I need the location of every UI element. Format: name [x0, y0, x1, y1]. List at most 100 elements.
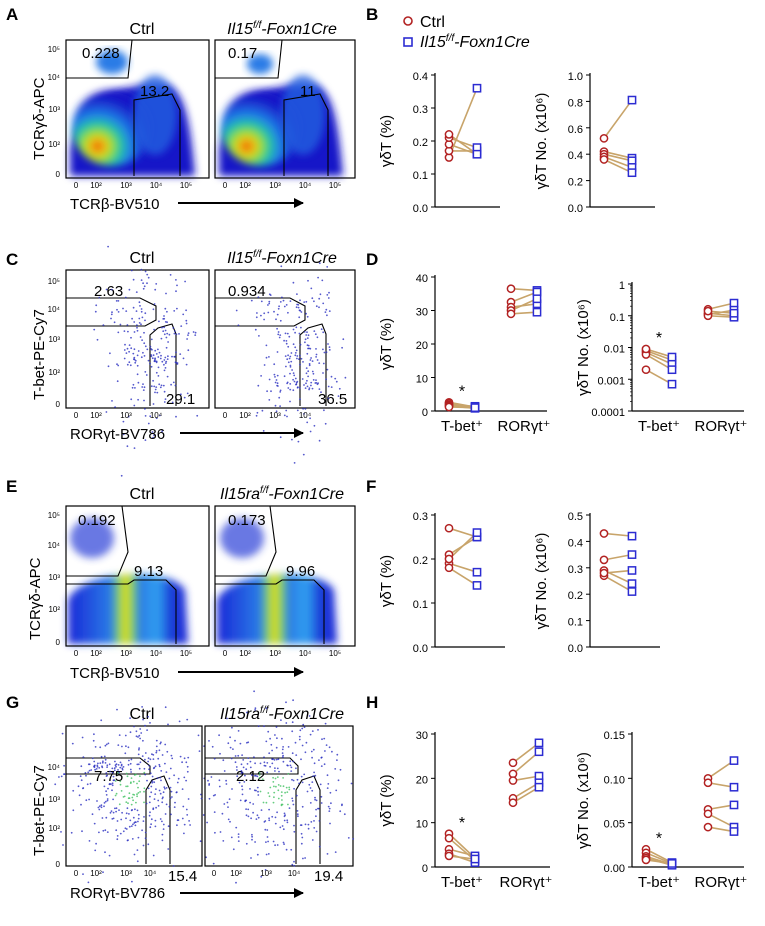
- flow-event-dot: [274, 376, 276, 378]
- flow-event-dot: [171, 796, 173, 798]
- flow-event-dot: [137, 350, 140, 352]
- flow-event-dot: [186, 814, 189, 816]
- flow-event-dot: [171, 401, 174, 404]
- flow-event-dot: [125, 817, 127, 820]
- flow-event-dot: [132, 352, 135, 355]
- flow-event-dot: [290, 352, 293, 354]
- chart-f2-ytick-label: 0.4: [568, 537, 583, 549]
- flow-event-dot: [174, 355, 176, 358]
- flow-event-dot: [140, 268, 143, 271]
- flow-event-dot: [269, 737, 271, 740]
- flow-event-dot: [161, 430, 164, 433]
- flow-c-ytick-3: 10³: [48, 335, 60, 344]
- flow-event-dot: [125, 785, 127, 788]
- flow-c-ctrl-plot: 2.63 29.1: [65, 245, 210, 477]
- flow-event-dot: [245, 711, 248, 714]
- flow-event-dot: [301, 378, 304, 380]
- flow-event-dot: [125, 352, 128, 354]
- flow-event-dot: [234, 739, 236, 742]
- flow-event-dot: [270, 743, 273, 746]
- flow-event-dot: [115, 765, 117, 768]
- flow-event-dot: [280, 719, 282, 721]
- flow-event-dot: [331, 750, 333, 753]
- flow-event-dot: [287, 361, 290, 364]
- flow-event-dot: [275, 758, 278, 761]
- flow-event-dot: [104, 851, 106, 854]
- chart-b2-pair-line: [603, 150, 633, 159]
- flow-event-dot: [128, 288, 131, 291]
- flow-event-dot: [343, 813, 346, 816]
- chart-b2-ctrl-point: [599, 155, 609, 164]
- flow-event-dot: [93, 733, 95, 736]
- flow-event-dot: [279, 391, 282, 393]
- flow-event-dot: [143, 767, 146, 770]
- flow-e-ko-density: [217, 573, 337, 644]
- chart-b2-ylabel: γδT No. (x10⁶): [533, 93, 550, 190]
- flow-event-dot: [213, 811, 216, 813]
- flow-event-dot: [250, 857, 252, 859]
- flow-event-dot: [133, 447, 136, 449]
- flow-event-dot: [313, 424, 316, 427]
- flow-event-dot: [267, 304, 269, 306]
- flow-a-ko-frame: [214, 39, 356, 179]
- flow-event-dot: [311, 756, 313, 759]
- flow-event-dot: [134, 361, 137, 364]
- flow-event-dot: [61, 732, 64, 735]
- chart-h1-ytick-label: 30: [416, 730, 428, 742]
- flow-event-dot: [187, 756, 190, 759]
- flow-event-dot: [253, 756, 255, 759]
- flow-event-dot: [253, 690, 256, 693]
- flow-event-dot: [308, 387, 311, 389]
- flow-event-dot: [102, 324, 105, 326]
- flow-event-dot: [122, 307, 124, 310]
- flow-event-dot: [151, 348, 153, 351]
- flow-event-dot: [158, 749, 161, 752]
- legend-ctrl-marker: [403, 16, 413, 26]
- flow-event-dot: [144, 270, 147, 273]
- chart-h1-ctrl-point: [508, 798, 518, 808]
- flow-event-dot: [296, 380, 299, 383]
- chart-h1-ctrl-point: [444, 851, 454, 861]
- flow-e-ytick-0: 0: [56, 638, 61, 647]
- flow-event-dot: [307, 279, 309, 282]
- flow-event-dot: [150, 818, 153, 821]
- flow-event-dot: [302, 361, 304, 363]
- flow-event-dot: [166, 750, 169, 753]
- flow-event-dot: [328, 807, 331, 810]
- flow-event-dot: [295, 754, 298, 756]
- flow-event-dot: [328, 349, 331, 351]
- flow-event-dot: [130, 777, 133, 779]
- flow-event-dot: [282, 754, 284, 757]
- chart-h2-ko-point: [729, 782, 739, 792]
- flow-event-dot: [82, 756, 85, 758]
- flow-event-dot: [149, 362, 151, 365]
- chart-d2-ctrl-point: [641, 365, 651, 375]
- flow-event-dot: [168, 333, 171, 336]
- flow-event-dot: [175, 351, 177, 354]
- flow-event-dot: [133, 348, 136, 351]
- flow-event-dot: [128, 350, 131, 353]
- flow-event-dot: [211, 745, 214, 748]
- chart-h1-ytick-label: 20: [416, 774, 428, 786]
- flow-event-dot: [181, 761, 184, 764]
- flow-event-dot: [307, 347, 309, 350]
- flow-event-dot: [162, 828, 165, 830]
- flow-c-ytick-4: 10⁴: [48, 305, 61, 314]
- flow-event-dot: [62, 844, 64, 846]
- flow-e-yaxis-label: TCRγδ-APC: [27, 557, 44, 640]
- flow-event-dot: [152, 379, 155, 382]
- flow-event-dot: [112, 779, 115, 782]
- flow-event-dot: [223, 803, 226, 805]
- flow-event-dot: [341, 803, 343, 806]
- chart-f1-ctrl-point: [444, 563, 454, 573]
- flow-event-dot: [151, 357, 154, 360]
- flow-event-dot: [252, 811, 255, 814]
- flow-event-dot: [176, 819, 179, 822]
- flow-event-dot: [182, 805, 185, 808]
- flow-event-dot: [256, 775, 259, 778]
- flow-event-dot: [305, 367, 308, 369]
- flow-event-dot: [309, 417, 311, 420]
- flow-event-dot: [265, 740, 268, 743]
- flow-event-dot: [113, 767, 116, 770]
- flow-event-dot: [156, 391, 159, 394]
